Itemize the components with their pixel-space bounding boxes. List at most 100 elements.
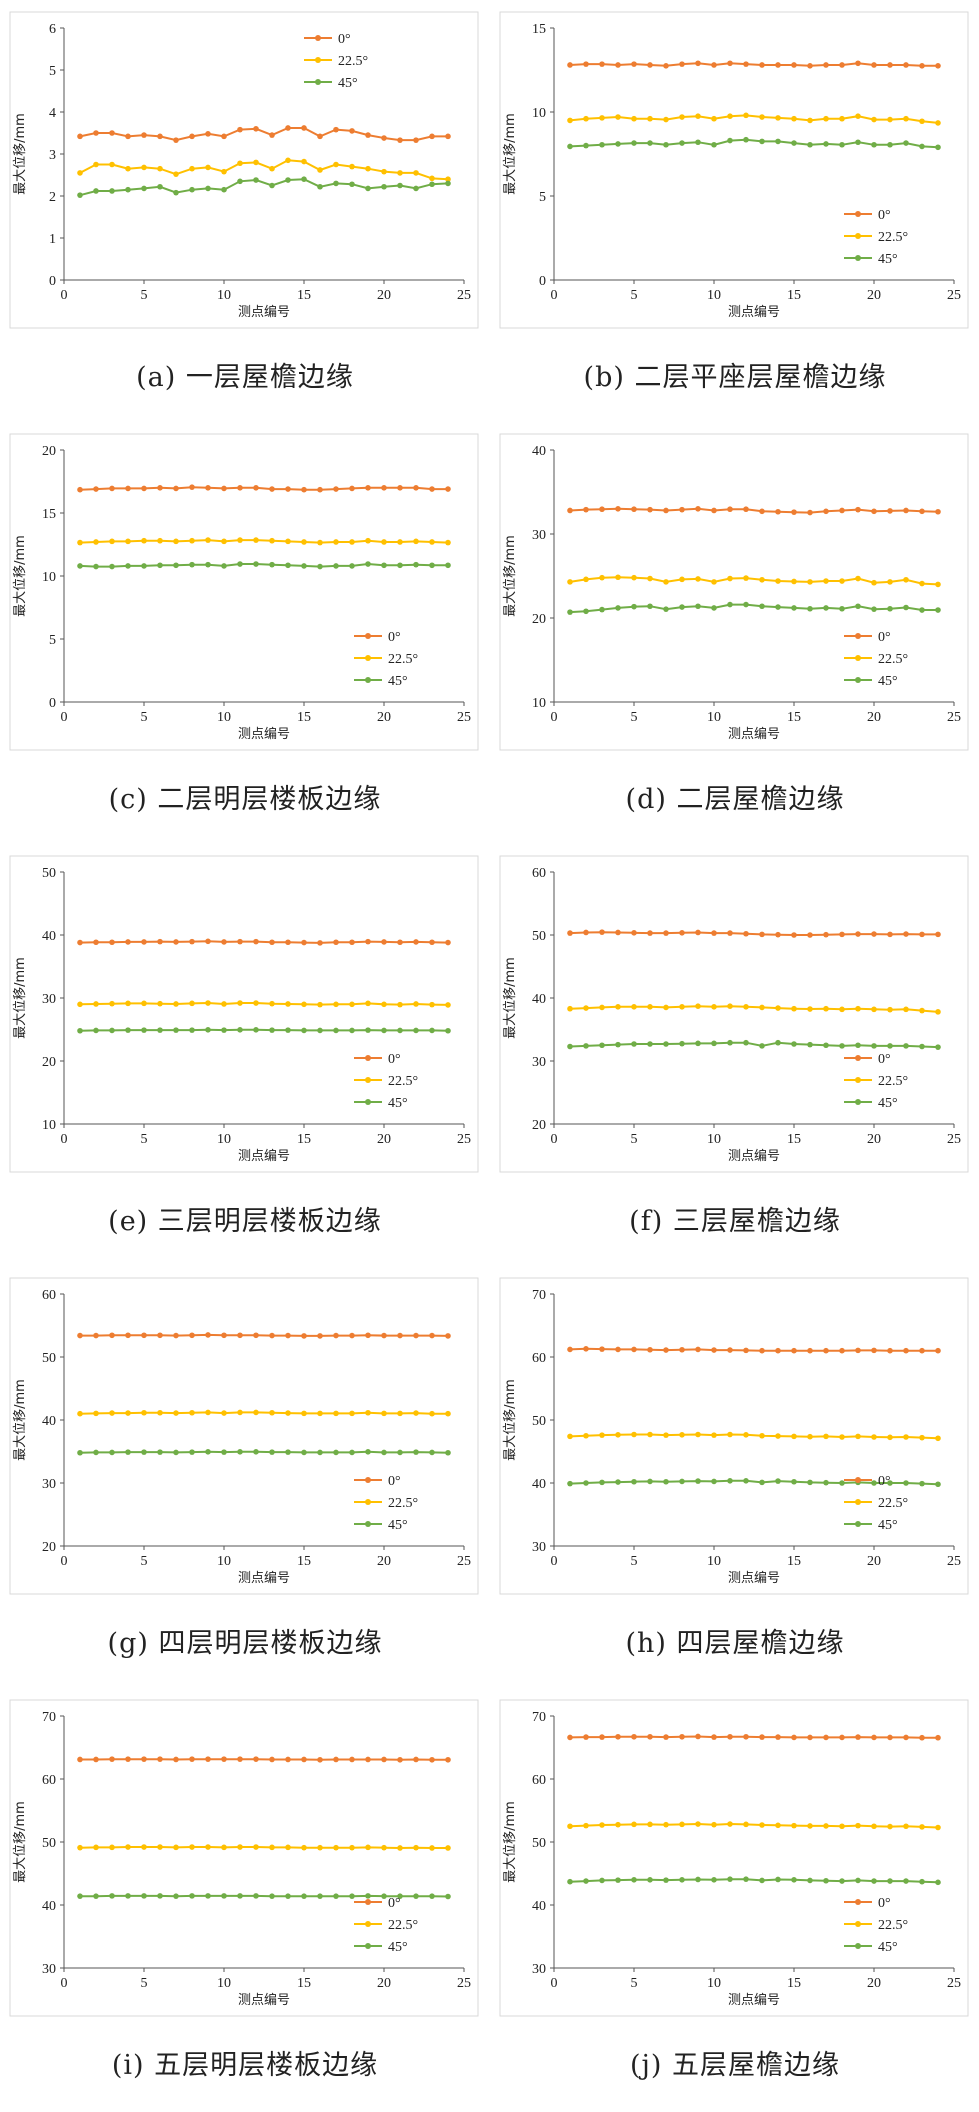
data-point — [125, 1000, 131, 1007]
data-point — [269, 1449, 275, 1455]
y-axis-label: 最大位移/mm — [503, 1379, 518, 1461]
series-2 — [567, 1876, 941, 1886]
series-0 — [77, 1756, 451, 1763]
data-point — [935, 144, 941, 151]
chart-svg-h: 30 40 50 60 70 0 5 10 15 20 25 测点编号 最大位移/mm 0° 22.5° 45… — [499, 1277, 969, 1595]
y-tick-label: 70 — [532, 1288, 546, 1303]
data-point — [317, 563, 323, 570]
y-tick-label: 5 — [539, 190, 546, 205]
data-point — [413, 538, 419, 545]
series-2 — [77, 1449, 451, 1456]
legend-marker — [855, 233, 861, 239]
data-point — [887, 1480, 893, 1486]
data-point — [583, 115, 589, 122]
data-point — [141, 132, 147, 138]
data-point — [919, 63, 925, 69]
legend-label: 0° — [338, 32, 351, 47]
chart-panel-i: 30 40 50 60 70 0 5 10 15 20 25 测点编号 最大位移/mm 0° 22.5° 45… — [0, 1688, 490, 2110]
series-2 — [567, 601, 941, 615]
data-point — [759, 1734, 765, 1740]
data-point — [269, 1000, 275, 1007]
chart-panel-c: 0 5 10 15 20 0 5 10 15 20 25 测点编号 最大位移/mm 0° 22.5° 45° (… — [0, 422, 490, 844]
data-point — [173, 939, 179, 945]
data-point — [381, 1449, 387, 1456]
data-point — [823, 1433, 829, 1440]
y-tick-label: 40 — [532, 992, 546, 1007]
data-point — [301, 1027, 307, 1034]
data-point — [695, 60, 701, 67]
data-point — [445, 1333, 451, 1339]
legend-label: 0° — [878, 208, 891, 223]
data-point — [839, 1734, 845, 1741]
data-point — [903, 604, 909, 611]
y-tick-label: 10 — [532, 106, 546, 121]
data-point — [189, 1449, 195, 1455]
data-point — [807, 579, 813, 585]
y-tick-label: 20 — [42, 444, 56, 459]
data-point — [647, 1041, 653, 1047]
y-axis-label: 最大位移/mm — [13, 957, 28, 1039]
panel-caption: (h) 四层屋檐边缘 — [625, 1628, 845, 1659]
x-tick-label: 15 — [297, 1554, 311, 1569]
data-point — [445, 486, 451, 492]
data-point — [887, 605, 893, 612]
data-point — [631, 1346, 637, 1353]
data-point — [663, 606, 669, 612]
y-axis-label: 最大位移/mm — [13, 535, 28, 617]
data-point — [365, 132, 371, 138]
data-point — [887, 1734, 893, 1741]
data-point — [221, 133, 227, 140]
chart-panel-b: 0 5 10 15 0 5 10 15 20 25 测点编号 最大位移/mm 0° 22.5° 45° (b)… — [490, 0, 979, 422]
data-point — [759, 1479, 765, 1486]
data-point — [839, 1823, 845, 1830]
data-point — [839, 1878, 845, 1884]
data-point — [125, 186, 131, 193]
data-point — [109, 1449, 115, 1456]
data-point — [711, 62, 717, 68]
data-point — [663, 579, 669, 585]
data-point — [125, 1756, 131, 1762]
legend-label: 45° — [878, 252, 898, 267]
data-point — [567, 579, 573, 585]
x-tick-label: 5 — [141, 1132, 148, 1147]
series-1 — [567, 1431, 941, 1442]
data-point — [791, 932, 797, 938]
data-point — [871, 1434, 877, 1440]
data-point — [727, 1039, 733, 1046]
data-point — [775, 1039, 781, 1046]
data-point — [935, 1347, 941, 1354]
data-point — [775, 931, 781, 938]
data-point — [711, 1347, 717, 1353]
data-point — [855, 506, 861, 513]
x-tick-label: 0 — [551, 288, 558, 303]
legend-marker — [315, 57, 321, 63]
data-point — [189, 186, 195, 193]
data-point — [775, 508, 781, 515]
legend-marker — [855, 1077, 861, 1083]
data-point — [269, 1409, 275, 1416]
x-tick-label: 25 — [457, 1976, 471, 1991]
data-point — [887, 931, 893, 938]
data-point — [647, 1733, 653, 1740]
legend-label: 45° — [878, 1096, 898, 1111]
data-point — [285, 538, 291, 545]
x-tick-label: 0 — [61, 1132, 68, 1147]
data-point — [285, 157, 291, 164]
data-point — [727, 113, 733, 119]
data-point — [599, 1877, 605, 1884]
data-point — [205, 1000, 211, 1006]
data-point — [77, 170, 83, 176]
data-point — [381, 1893, 387, 1899]
data-point — [935, 1435, 941, 1442]
data-point — [141, 1409, 147, 1416]
data-point — [695, 1821, 701, 1827]
data-point — [221, 186, 227, 193]
data-point — [333, 1893, 339, 1899]
legend-label: 0° — [388, 1896, 401, 1911]
legend-item: 22.5° — [354, 1074, 418, 1089]
panel-caption: (i) 五层明层楼板边缘 — [111, 2050, 379, 2081]
data-point — [807, 1877, 813, 1884]
x-tick-label: 10 — [217, 288, 231, 303]
data-point — [205, 561, 211, 568]
data-point — [647, 1346, 653, 1353]
